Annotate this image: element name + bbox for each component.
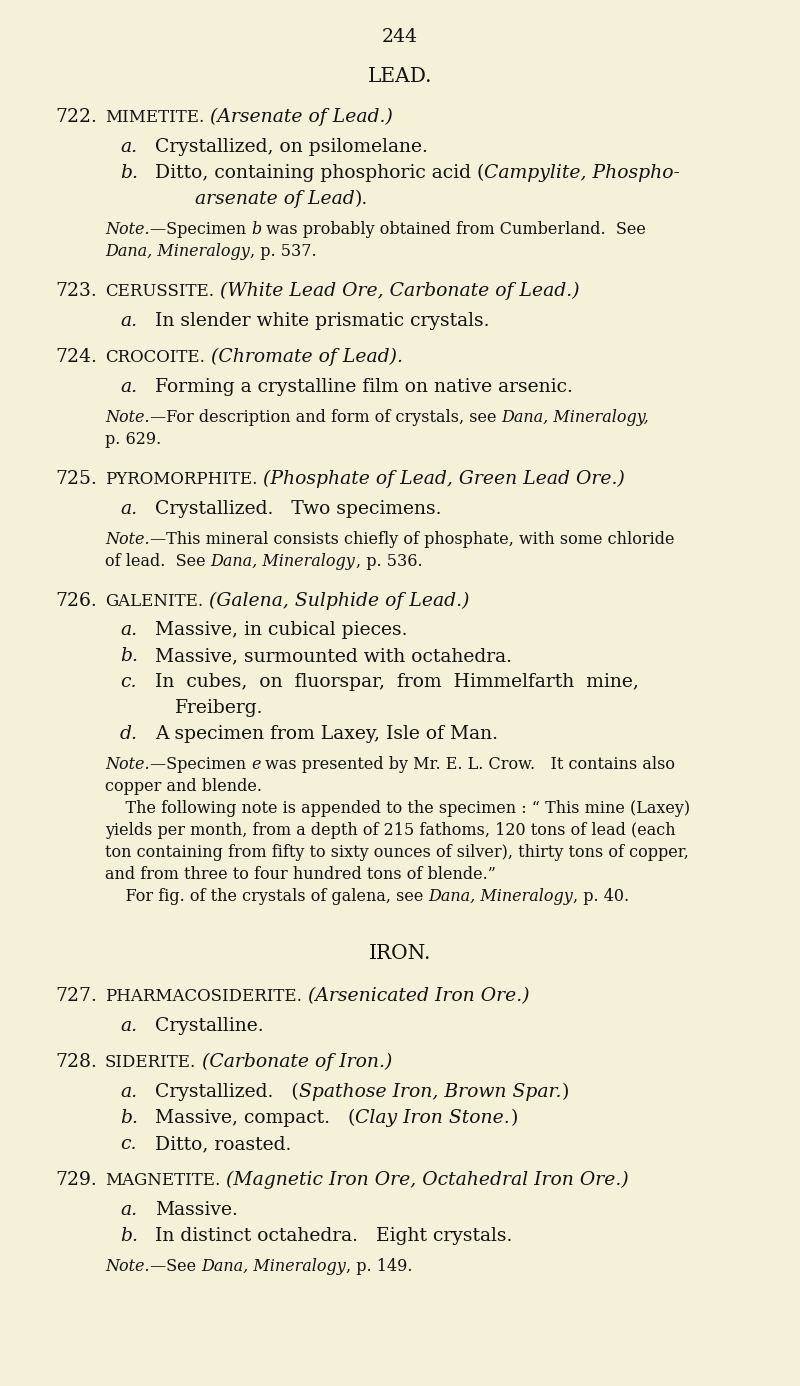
Text: , p. 149.: , p. 149. — [346, 1258, 412, 1275]
Text: Note.: Note. — [105, 757, 150, 773]
Text: a.: a. — [120, 1202, 137, 1220]
Text: b: b — [251, 220, 261, 238]
Text: ): ) — [562, 1084, 569, 1102]
Text: and from three to four hundred tons of blende.”: and from three to four hundred tons of b… — [105, 866, 496, 883]
Text: b.: b. — [120, 1227, 138, 1245]
Text: Note.: Note. — [105, 1258, 150, 1275]
Text: Note.: Note. — [105, 409, 150, 426]
Text: 723.: 723. — [55, 281, 97, 299]
Text: Ditto, roasted.: Ditto, roasted. — [155, 1135, 291, 1153]
Text: —Specimen: —Specimen — [150, 220, 251, 238]
Text: a.: a. — [120, 1084, 137, 1102]
Text: For fig. of the crystals of galena, see: For fig. of the crystals of galena, see — [105, 888, 429, 905]
Text: ): ) — [510, 1109, 518, 1127]
Text: , p. 40.: , p. 40. — [574, 888, 630, 905]
Text: yields per month, from a depth of 215 fathoms, 120 tons of lead (each: yields per month, from a depth of 215 fa… — [105, 822, 676, 840]
Text: In  cubes,  on  fluorspar,  from  Himmelfarth  mine,: In cubes, on fluorspar, from Himmelfarth… — [155, 674, 639, 692]
Text: was presented by Mr. E. L. Crow.   It contains also: was presented by Mr. E. L. Crow. It cont… — [260, 757, 675, 773]
Text: copper and blende.: copper and blende. — [105, 779, 262, 796]
Text: Dana, Mineralogy,: Dana, Mineralogy, — [502, 409, 649, 426]
Text: (White Lead Ore, Carbonate of Lead.): (White Lead Ore, Carbonate of Lead.) — [220, 281, 580, 299]
Text: 729.: 729. — [55, 1171, 97, 1189]
Text: 724.: 724. — [55, 348, 97, 366]
Text: IRON.: IRON. — [369, 944, 431, 963]
Text: b.: b. — [120, 164, 138, 182]
Text: Note.: Note. — [105, 220, 150, 238]
Text: SIDERITE.: SIDERITE. — [105, 1055, 196, 1071]
Text: Massive, surmounted with octahedra.: Massive, surmounted with octahedra. — [155, 647, 512, 665]
Text: GALENITE.: GALENITE. — [105, 593, 203, 610]
Text: was probably obtained from Cumberland.  See: was probably obtained from Cumberland. S… — [261, 220, 646, 238]
Text: MIMETITE.: MIMETITE. — [105, 109, 204, 126]
Text: p. 629.: p. 629. — [105, 431, 162, 448]
Text: MAGNETITE.: MAGNETITE. — [105, 1173, 220, 1189]
Text: (Carbonate of Iron.): (Carbonate of Iron.) — [202, 1053, 393, 1071]
Text: a.: a. — [120, 499, 137, 517]
Text: CROCOITE.: CROCOITE. — [105, 349, 205, 366]
Text: a.: a. — [120, 137, 137, 155]
Text: , p. 537.: , p. 537. — [250, 243, 316, 261]
Text: —See: —See — [150, 1258, 201, 1275]
Text: In distinct octahedra.   Eight crystals.: In distinct octahedra. Eight crystals. — [155, 1227, 512, 1245]
Text: Clay Iron Stone.: Clay Iron Stone. — [355, 1109, 510, 1127]
Text: (Chromate of Lead).: (Chromate of Lead). — [211, 348, 403, 366]
Text: Note.: Note. — [105, 531, 150, 547]
Text: The following note is appended to the specimen : “ This mine (Laxey): The following note is appended to the sp… — [105, 801, 690, 818]
Text: A specimen from Laxey, Isle of Man.: A specimen from Laxey, Isle of Man. — [155, 725, 498, 743]
Text: 722.: 722. — [55, 108, 97, 126]
Text: e: e — [251, 757, 260, 773]
Text: Freiberg.: Freiberg. — [175, 700, 263, 718]
Text: PYROMORPHITE.: PYROMORPHITE. — [105, 471, 258, 488]
Text: 727.: 727. — [55, 987, 97, 1005]
Text: (Magnetic Iron Ore, Octahedral Iron Ore.): (Magnetic Iron Ore, Octahedral Iron Ore.… — [226, 1171, 629, 1189]
Text: (Galena, Sulphide of Lead.): (Galena, Sulphide of Lead.) — [209, 592, 470, 610]
Text: Crystallized.   Two specimens.: Crystallized. Two specimens. — [155, 499, 442, 517]
Text: Dana, Mineralogy: Dana, Mineralogy — [429, 888, 574, 905]
Text: Forming a crystalline film on native arsenic.: Forming a crystalline film on native ars… — [155, 378, 573, 395]
Text: —This mineral consists chiefly of phosphate, with some chloride: —This mineral consists chiefly of phosph… — [150, 531, 674, 547]
Text: , p. 536.: , p. 536. — [355, 553, 422, 570]
Text: Ditto, containing phosphoric acid (: Ditto, containing phosphoric acid ( — [155, 164, 484, 182]
Text: (Arsenate of Lead.): (Arsenate of Lead.) — [210, 108, 393, 126]
Text: (Arsenicated Iron Ore.): (Arsenicated Iron Ore.) — [308, 987, 530, 1005]
Text: In slender white prismatic crystals.: In slender white prismatic crystals. — [155, 312, 490, 330]
Text: Massive.: Massive. — [155, 1202, 238, 1220]
Text: Crystallized.   (: Crystallized. ( — [155, 1082, 298, 1102]
Text: —Specimen: —Specimen — [150, 757, 251, 773]
Text: a.: a. — [120, 378, 137, 395]
Text: 728.: 728. — [55, 1053, 97, 1071]
Text: d.: d. — [120, 725, 138, 743]
Text: b.: b. — [120, 647, 138, 665]
Text: a.: a. — [120, 621, 137, 639]
Text: Dana, Mineralogy: Dana, Mineralogy — [105, 243, 250, 261]
Text: Massive, compact.   (: Massive, compact. ( — [155, 1109, 355, 1127]
Text: ).: ). — [354, 190, 368, 208]
Text: of lead.  See: of lead. See — [105, 553, 210, 570]
Text: PHARMACOSIDERITE.: PHARMACOSIDERITE. — [105, 988, 302, 1005]
Text: c.: c. — [120, 1135, 137, 1153]
Text: 726.: 726. — [55, 592, 97, 610]
Text: Dana, Mineralogy: Dana, Mineralogy — [210, 553, 355, 570]
Text: arsenate of Lead: arsenate of Lead — [195, 190, 354, 208]
Text: b.: b. — [120, 1109, 138, 1127]
Text: —For description and form of crystals, see: —For description and form of crystals, s… — [150, 409, 502, 426]
Text: LEAD.: LEAD. — [368, 67, 432, 86]
Text: Dana, Mineralogy: Dana, Mineralogy — [201, 1258, 346, 1275]
Text: (Phosphate of Lead, Green Lead Ore.): (Phosphate of Lead, Green Lead Ore.) — [263, 470, 626, 488]
Text: a.: a. — [120, 312, 137, 330]
Text: 725.: 725. — [55, 470, 97, 488]
Text: a.: a. — [120, 1017, 137, 1035]
Text: ton containing from fifty to sixty ounces of silver), thirty tons of copper,: ton containing from fifty to sixty ounce… — [105, 844, 689, 862]
Text: Massive, in cubical pieces.: Massive, in cubical pieces. — [155, 621, 407, 639]
Text: c.: c. — [120, 674, 137, 692]
Text: 244: 244 — [382, 28, 418, 46]
Text: Campylite, Phospho-: Campylite, Phospho- — [484, 164, 680, 182]
Text: CERUSSITE.: CERUSSITE. — [105, 283, 214, 299]
Text: Crystalline.: Crystalline. — [155, 1017, 264, 1035]
Text: Spathose Iron, Brown Spar.: Spathose Iron, Brown Spar. — [298, 1084, 562, 1102]
Text: Crystallized, on psilomelane.: Crystallized, on psilomelane. — [155, 137, 428, 155]
